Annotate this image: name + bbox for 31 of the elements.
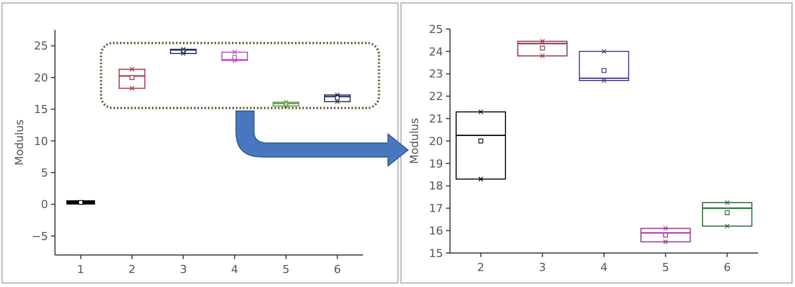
x-tick-label: 5	[662, 261, 670, 274]
x-tick-label: 4	[600, 261, 608, 274]
y-tick-label: 16	[429, 224, 443, 238]
y-tick-label: 25	[34, 40, 48, 53]
y-tick-label: 22	[429, 90, 443, 104]
x-tick-label: 5	[282, 263, 290, 276]
x-tick-label: 3	[538, 261, 546, 274]
y-tick-label: 15	[429, 246, 443, 260]
y-tick-label: 20	[34, 71, 48, 84]
y-axis-title: Modulus	[408, 118, 421, 164]
y-tick-label: 25	[429, 22, 443, 36]
y-tick-label: 0	[41, 198, 48, 212]
y-tick-label: 21	[429, 112, 443, 126]
y-tick-label: 20	[429, 134, 443, 148]
y-tick-label: 19	[429, 157, 443, 170]
y-axis-title: Modulus	[13, 119, 26, 166]
y-tick-label: 17	[429, 202, 443, 216]
x-tick-label: 3	[180, 263, 187, 276]
y-tick-label: 24	[429, 45, 443, 58]
y-tick-label: 5	[41, 166, 48, 180]
y-tick-label: 15	[34, 103, 48, 116]
x-tick-label: 1	[77, 263, 84, 276]
y-tick-label: −5	[32, 230, 48, 243]
x-tick-label: 2	[477, 261, 484, 274]
x-tick-label: 2	[128, 263, 136, 276]
x-tick-label: 6	[724, 261, 731, 274]
y-tick-label: 18	[429, 180, 443, 193]
x-tick-label: 4	[231, 263, 238, 276]
x-tick-label: 6	[334, 263, 341, 276]
y-tick-label: 23	[429, 68, 443, 81]
y-tick-label: 10	[34, 134, 48, 148]
